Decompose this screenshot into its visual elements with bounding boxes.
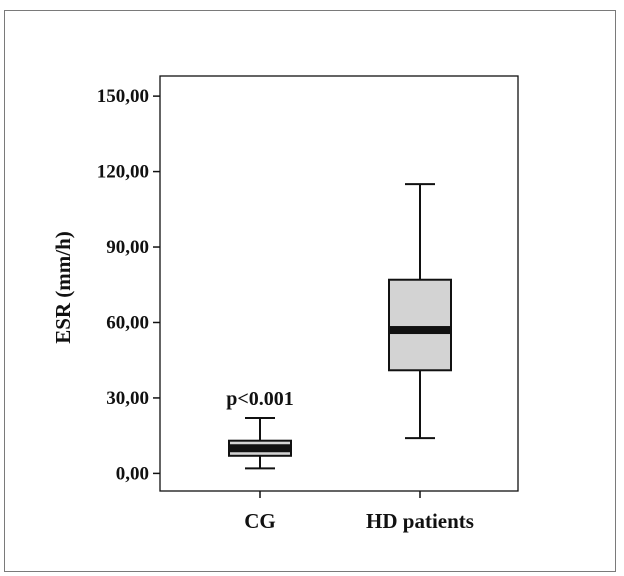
y-tick-label: 0,00	[116, 463, 149, 484]
figure-frame	[4, 10, 616, 572]
median-line	[229, 444, 291, 453]
y-tick-label: 60,00	[106, 312, 149, 333]
iqr-box	[388, 278, 452, 372]
y-axis-title: ESR (mm/h)	[51, 231, 75, 344]
y-tick-label: 150,00	[97, 86, 149, 107]
x-tick-label: CG	[244, 509, 276, 533]
median-line	[389, 326, 451, 335]
p-value-annotation: p<0.001	[226, 388, 294, 410]
plot-area-border	[159, 75, 519, 492]
y-tick-label: 90,00	[106, 237, 149, 258]
y-tick-label: 30,00	[106, 388, 149, 409]
x-tick-label: HD patients	[366, 509, 474, 533]
y-tick-label: 120,00	[97, 162, 149, 183]
